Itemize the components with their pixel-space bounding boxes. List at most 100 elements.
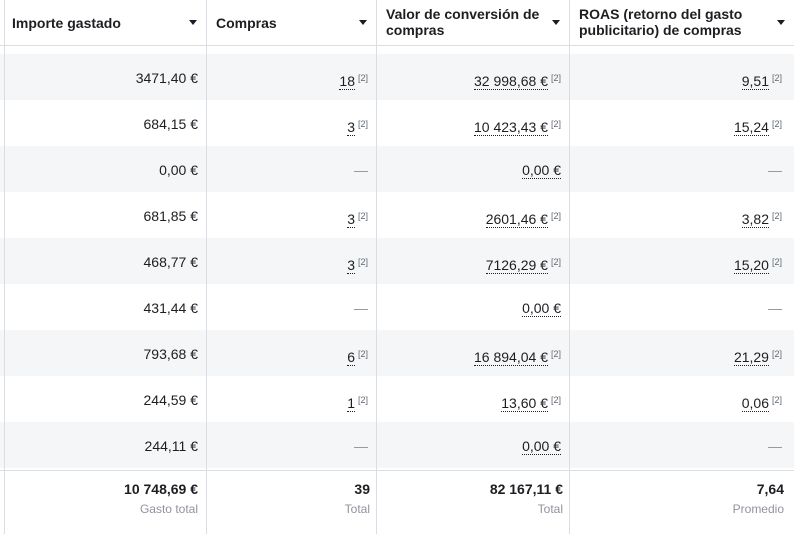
cell-roas[interactable]: 15,20 [2] (571, 238, 794, 284)
empty-value: — (354, 438, 368, 454)
column-divider (376, 0, 377, 534)
metric-link: 6 (347, 349, 355, 366)
cell-spend: 684,15 € (4, 100, 206, 146)
footnote-marker: [2] (771, 211, 782, 221)
total-purchases-label: Total (344, 502, 370, 516)
footnote-marker: [2] (550, 257, 561, 267)
chevron-down-icon[interactable] (189, 20, 197, 25)
footnote-marker: [2] (357, 349, 368, 359)
cell-spend: 244,59 € (4, 376, 206, 422)
metric-link: 16 894,04 € (474, 349, 548, 366)
footnote-marker: [2] (771, 349, 782, 359)
cell-spend: 431,44 € (4, 284, 206, 330)
column-header-purchases[interactable]: Compras (208, 0, 376, 46)
cell-purchases[interactable]: 3 [2] (208, 100, 376, 146)
empty-value: — (768, 300, 782, 316)
cell-spend: 244,11 € (4, 422, 206, 468)
cell-spend: 0,00 € (4, 146, 206, 192)
cell-purchases: — (208, 284, 376, 330)
total-spend: 10 748,69 € Gasto total (4, 471, 206, 534)
metric-link: 3,82 (741, 211, 769, 228)
cell-value[interactable]: 0,00 € (378, 284, 569, 330)
cell-purchases: — (208, 422, 376, 468)
cell-value[interactable]: 0,00 € (378, 422, 569, 468)
metric-value: 0,00 € (159, 162, 198, 178)
cell-value[interactable]: 7126,29 € [2] (378, 238, 569, 284)
cell-value[interactable]: 10 423,43 € [2] (378, 100, 569, 146)
cell-roas: — (571, 146, 794, 192)
cell-spend: 681,85 € (4, 192, 206, 238)
table-row: 684,15 €3 [2] 10 423,43 € [2] 15,24 [2] (0, 100, 794, 146)
column-header-conversion-value[interactable]: Valor de conversión de compras (378, 0, 569, 46)
footnote-marker: [2] (771, 73, 782, 83)
metric-value: 3471,40 € (135, 70, 198, 86)
chevron-down-icon[interactable] (552, 20, 560, 25)
cell-spend: 468,77 € (4, 238, 206, 284)
cell-value[interactable]: 13,60 € [2] (378, 376, 569, 422)
total-spend-label: Gasto total (139, 502, 198, 516)
metric-value: 244,59 € (143, 392, 199, 408)
column-header-label: ROAS (retorno del gasto publicitario) de… (579, 6, 743, 38)
chevron-down-icon[interactable] (359, 20, 367, 25)
footnote-marker: [2] (771, 395, 782, 405)
metric-link: 7126,29 € (485, 257, 548, 274)
column-header-label: Compras (216, 15, 277, 31)
table-row: 244,11 € — 0,00 € — (0, 422, 794, 468)
column-header-spend[interactable]: Importe gastado (4, 0, 206, 46)
cell-value[interactable]: 2601,46 € [2] (378, 192, 569, 238)
column-header-label: Valor de conversión de compras (386, 6, 540, 38)
table-row: 244,59 €1 [2] 13,60 € [2] 0,06 [2] (0, 376, 794, 422)
footnote-marker: [2] (550, 349, 561, 359)
footnote-marker: [2] (550, 395, 561, 405)
metric-link: 9,51 (741, 73, 769, 90)
table-header: Importe gastado Compras Valor de convers… (0, 0, 794, 46)
cell-roas[interactable]: 15,24 [2] (571, 100, 794, 146)
metric-value: 681,85 € (143, 208, 199, 224)
metric-link: 2601,46 € (485, 211, 548, 228)
total-purchases: 39 Total (208, 471, 376, 534)
table-row: 793,68 €6 [2] 16 894,04 € [2] 21,29 [2] (0, 330, 794, 376)
table-row: 431,44 € — 0,00 € — (0, 284, 794, 330)
cell-purchases[interactable]: 3 [2] (208, 192, 376, 238)
cell-value[interactable]: 0,00 € (378, 146, 569, 192)
cell-value[interactable]: 32 998,68 € [2] (378, 54, 569, 100)
metric-link: 0,00 € (522, 438, 561, 455)
column-header-label: Importe gastado (12, 15, 121, 31)
metric-link: 0,00 € (522, 300, 561, 317)
cell-roas[interactable]: 0,06 [2] (571, 376, 794, 422)
metric-link: 15,20 (733, 257, 769, 274)
metric-link: 13,60 € (501, 395, 548, 412)
empty-value: — (354, 162, 368, 178)
footnote-marker: [2] (550, 73, 561, 83)
cell-purchases[interactable]: 18 [2] (208, 54, 376, 100)
total-roas-label: Promedio (732, 502, 784, 516)
cell-roas[interactable]: 9,51 [2] (571, 54, 794, 100)
metric-link: 15,24 (733, 119, 769, 136)
cell-roas: — (571, 422, 794, 468)
metric-link: 3 (347, 119, 355, 136)
column-divider (569, 0, 570, 534)
metric-link: 0,06 (741, 395, 769, 412)
total-roas-value: 7,64 (756, 481, 784, 497)
total-roas: 7,64 Promedio (571, 471, 794, 534)
cell-spend: 3471,40 € (4, 54, 206, 100)
cell-purchases[interactable]: 3 [2] (208, 238, 376, 284)
cell-roas[interactable]: 21,29 [2] (571, 330, 794, 376)
cell-roas: — (571, 284, 794, 330)
footnote-marker: [2] (357, 257, 368, 267)
metric-value: 684,15 € (143, 116, 199, 132)
total-conversion-value-label: Total (537, 502, 563, 516)
total-spend-value: 10 748,69 € (124, 481, 198, 497)
chevron-down-icon[interactable] (777, 20, 785, 25)
metric-value: 244,11 € (144, 438, 198, 454)
cell-roas[interactable]: 3,82 [2] (571, 192, 794, 238)
total-purchases-value: 39 (354, 481, 370, 497)
column-header-roas[interactable]: ROAS (retorno del gasto publicitario) de… (571, 0, 794, 46)
footnote-marker: [2] (550, 119, 561, 129)
cell-purchases[interactable]: 6 [2] (208, 330, 376, 376)
metric-link: 3 (347, 257, 355, 274)
cell-value[interactable]: 16 894,04 € [2] (378, 330, 569, 376)
cell-purchases[interactable]: 1 [2] (208, 376, 376, 422)
metric-link: 1 (347, 395, 355, 412)
table-row: 468,77 €3 [2] 7126,29 € [2] 15,20 [2] (0, 238, 794, 284)
